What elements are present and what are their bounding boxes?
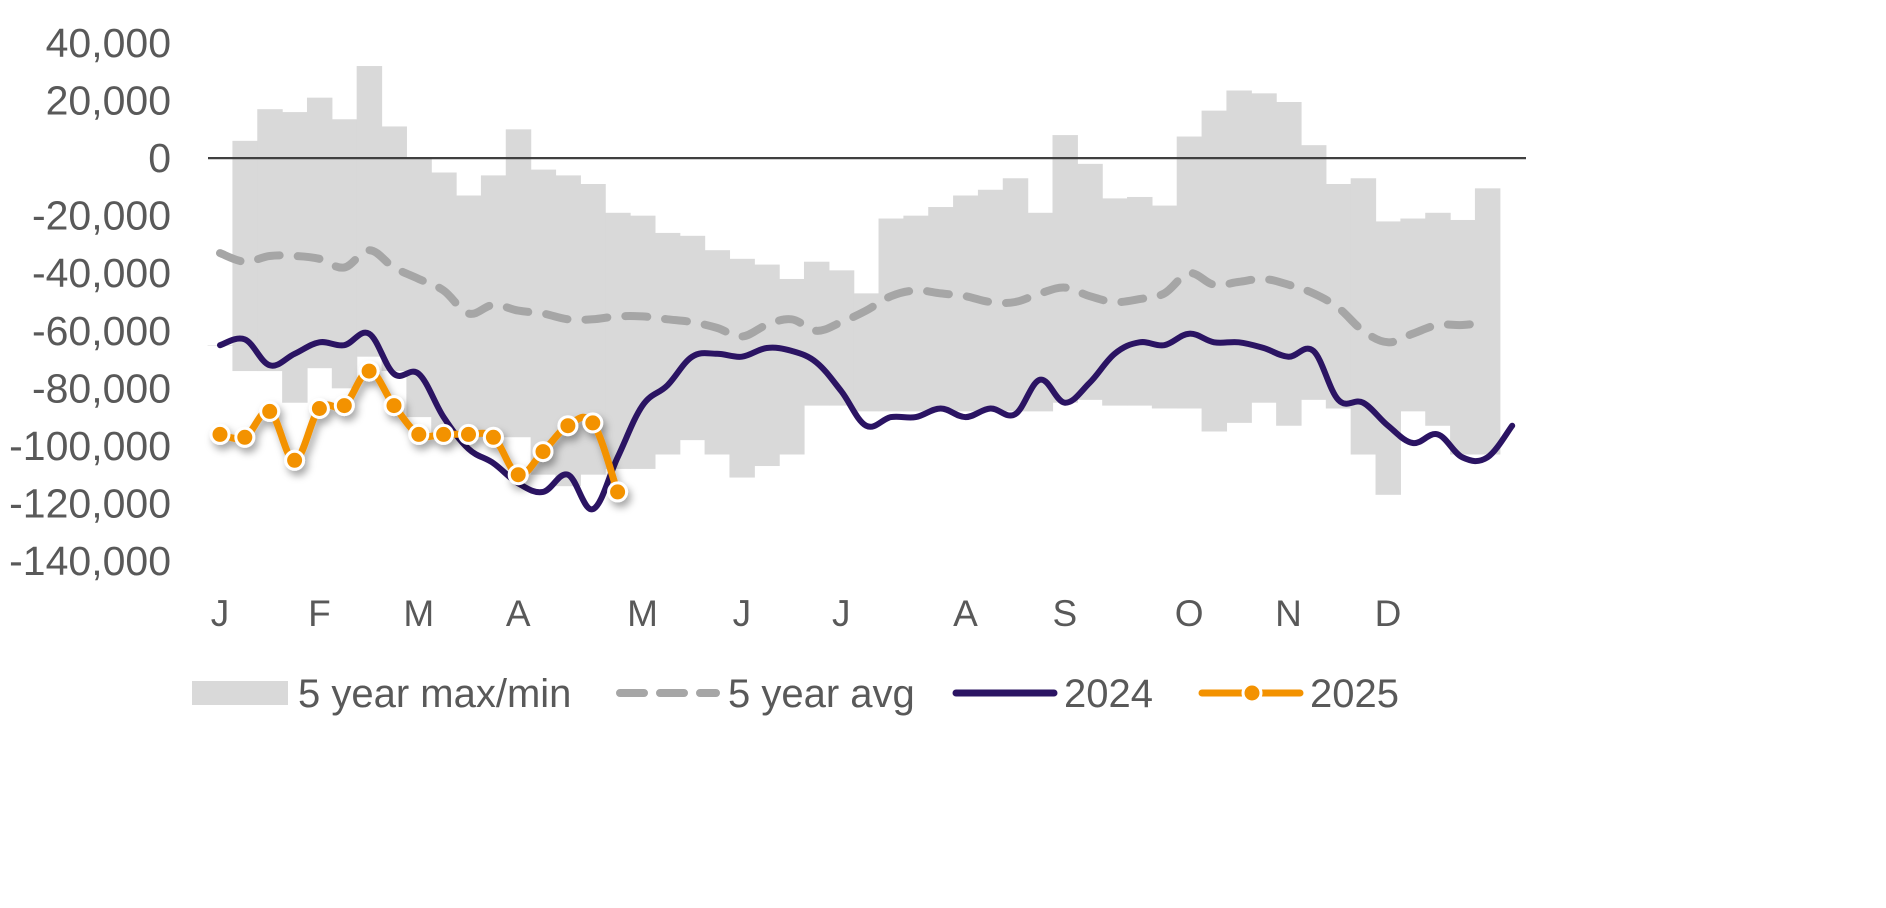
- y-tick-label: -100,000: [9, 423, 171, 469]
- band-bar: [1251, 93, 1277, 403]
- legend-item-2025: 2025: [1198, 672, 1399, 716]
- band-bar: [1400, 218, 1426, 412]
- series-point-2025: [482, 426, 504, 448]
- y-tick-label: -80,000: [32, 365, 171, 411]
- band-bar: [903, 215, 929, 412]
- y-axis: 40,000 20,000 0 -20,000 -40,000 -60,000 -80,00…: [9, 20, 171, 584]
- band-bar: [530, 169, 557, 475]
- legend-item-2024: 2024: [952, 672, 1153, 716]
- legend-label: 2024: [1064, 672, 1153, 716]
- y-tick-label: 0: [148, 135, 171, 181]
- x-tick-label: O: [1175, 593, 1204, 634]
- band-bar: [605, 212, 631, 469]
- x-tick-label: M: [403, 593, 434, 634]
- band-bar: [1201, 110, 1228, 432]
- y-tick-label: -120,000: [9, 480, 171, 526]
- band-bar: [630, 215, 656, 469]
- x-tick-label: N: [1275, 593, 1302, 634]
- legend-marker: [1241, 682, 1263, 704]
- band-bar: [1052, 135, 1078, 403]
- band-bar: [1276, 101, 1302, 426]
- band-bar: [654, 232, 681, 455]
- band-bar: [381, 126, 407, 372]
- x-tick-label: J: [832, 593, 851, 634]
- legend-item-5-year-avg: 5 year avg: [616, 672, 915, 716]
- x-tick-label: J: [211, 593, 230, 634]
- x-tick-label: J: [733, 593, 752, 634]
- band-bar: [953, 195, 979, 412]
- series-point-2025: [408, 423, 430, 445]
- series-point-2025: [209, 423, 231, 445]
- series-point-2025: [234, 426, 256, 448]
- band-bar: [1450, 219, 1476, 455]
- band-bar: [555, 175, 581, 487]
- x-tick-label: F: [308, 593, 331, 634]
- y-tick-label: 20,000: [46, 78, 171, 124]
- x-tick-label: D: [1375, 593, 1402, 634]
- line-2025-layer: [209, 360, 629, 503]
- series-point-2025: [259, 400, 281, 422]
- series-point-2025: [532, 441, 554, 463]
- band-bar: [729, 258, 755, 478]
- series-2025-group: [209, 360, 629, 503]
- x-tick-label: S: [1053, 593, 1078, 634]
- band-bar: [1300, 145, 1327, 400]
- band-bar: [1474, 188, 1501, 455]
- legend-label: 5 year max/min: [298, 672, 571, 716]
- legend-swatch: [192, 681, 288, 705]
- avg-layer: [216, 246, 1492, 347]
- y-tick-label: -40,000: [32, 250, 171, 296]
- band-bar: [928, 207, 954, 412]
- series-line-2024: [217, 329, 1516, 513]
- band-bar: [679, 235, 706, 441]
- band-bar: [1375, 221, 1401, 495]
- series-point-2025: [308, 398, 330, 419]
- x-tick-label: A: [953, 593, 978, 634]
- series-point-2025: [383, 395, 405, 417]
- band-bar: [257, 109, 283, 372]
- band-bar: [878, 218, 904, 412]
- series-point-2025: [507, 464, 529, 486]
- series-line-5-year-avg: [216, 246, 1492, 347]
- y-tick-label: -60,000: [32, 308, 171, 354]
- x-tick-label: M: [627, 593, 658, 634]
- band-bar: [1151, 205, 1178, 409]
- band-bar: [306, 97, 333, 369]
- y-tick-label: -20,000: [32, 193, 171, 239]
- series-point-2025: [582, 412, 604, 434]
- series-point-2025: [458, 423, 479, 445]
- y-tick-label: 40,000: [46, 20, 171, 66]
- x-tick-label: A: [506, 593, 531, 634]
- band-layer: [207, 66, 1501, 495]
- band-bar: [356, 66, 383, 357]
- line-2024-layer: [217, 329, 1516, 513]
- legend-label: 2025: [1310, 672, 1399, 716]
- band-bar: [505, 129, 532, 438]
- band-bar: [828, 270, 855, 406]
- band-bar: [1077, 163, 1103, 400]
- band-bar: [1002, 178, 1029, 412]
- band-bar: [1325, 184, 1352, 409]
- band-bar: [754, 264, 780, 467]
- legend-item-5-year-max-min: 5 year max/min: [192, 672, 571, 716]
- legend: 5 year max/min 5 year avg 2024 2025: [192, 672, 1399, 716]
- band-bar: [1226, 90, 1252, 423]
- band-bar: [779, 278, 805, 455]
- y-tick-label: -140,000: [9, 538, 171, 584]
- series-point-2025: [284, 449, 306, 471]
- series-point-2025: [333, 395, 355, 417]
- series-point-2025: [607, 481, 629, 503]
- series-point-2025: [433, 423, 455, 445]
- series-point-2025: [358, 360, 380, 382]
- series-point-2025: [557, 415, 579, 437]
- band-bar: [1425, 212, 1451, 426]
- legend-label: 5 year avg: [728, 672, 915, 716]
